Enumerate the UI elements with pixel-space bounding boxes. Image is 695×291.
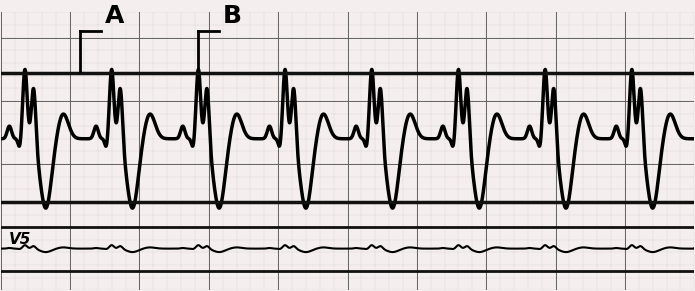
Text: A: A bbox=[105, 3, 124, 28]
Text: V5: V5 bbox=[9, 232, 31, 247]
Text: B: B bbox=[222, 3, 242, 28]
